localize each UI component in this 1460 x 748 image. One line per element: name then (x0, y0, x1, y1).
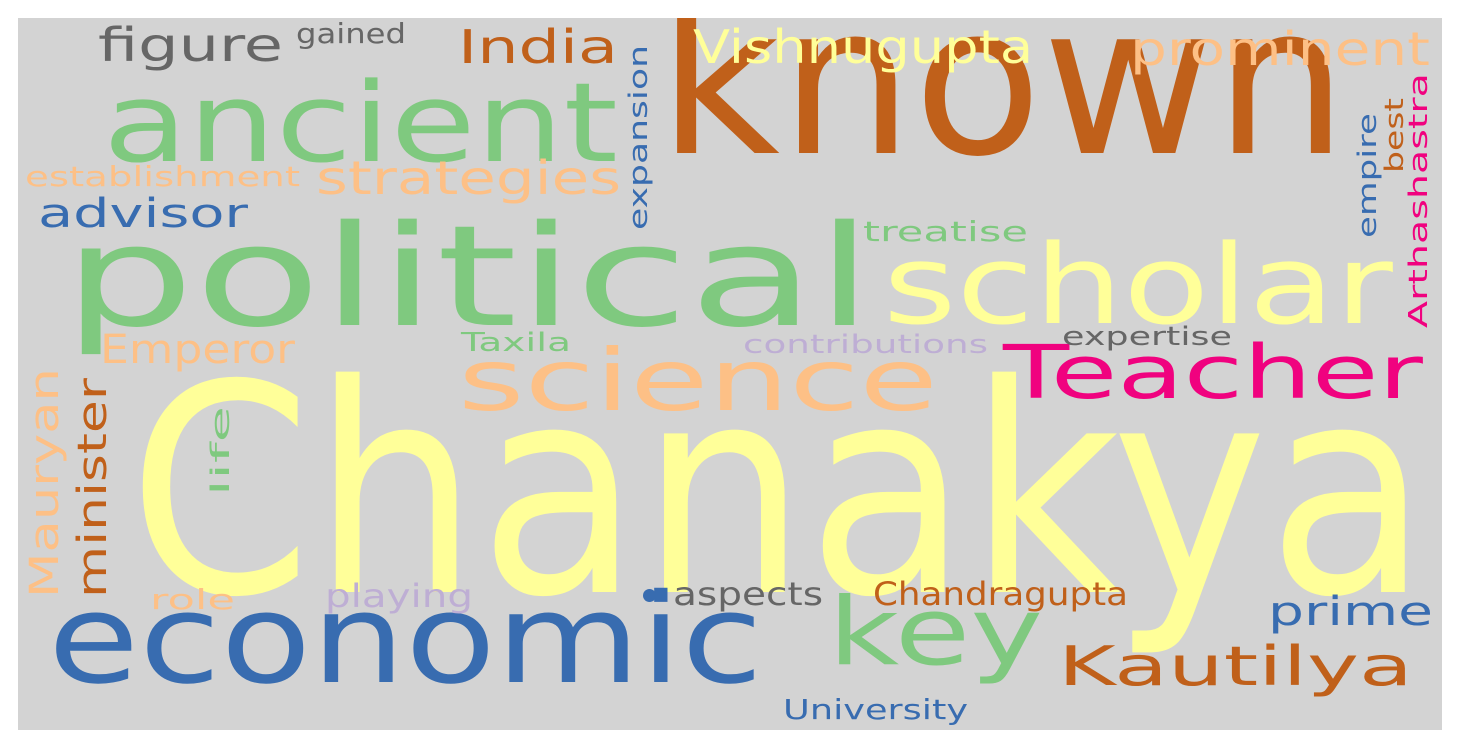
word-teacher: Teacher (1003, 330, 1423, 416)
word-chandragupta: Chandragupta (873, 575, 1128, 613)
word-cloud: Chanakya known political economic ancient sch… (18, 18, 1442, 730)
word-vishnugupta: Vishnugupta (693, 20, 1034, 74)
word-minister: minister (70, 378, 116, 598)
word-emperor: Emperor (100, 327, 295, 373)
word-prominent: prominent (1130, 22, 1430, 76)
word-key: key (828, 578, 1044, 687)
word-chanakya: Chanakya (128, 324, 1429, 661)
word-gained: gained (296, 18, 406, 50)
word-empire: empire (1353, 113, 1383, 238)
word-taxila: Taxila (461, 328, 571, 358)
word-life: life (206, 406, 236, 496)
word-treatise: treatise (863, 215, 1028, 248)
word-ancient: ancient (103, 59, 618, 187)
word-political: political (63, 196, 874, 359)
word-advisor: advisor (38, 191, 249, 237)
word-scholar: scholar (883, 221, 1393, 349)
word-playing: playing (325, 577, 473, 615)
word-role: role (150, 583, 235, 616)
cloud-dot (643, 589, 656, 602)
word-university: University (783, 693, 969, 726)
word-science: science (458, 331, 938, 431)
word-expertise: expertise (1062, 322, 1232, 352)
word-establishment: establishment (25, 160, 301, 193)
word-prime: prime (1268, 589, 1434, 635)
word-strategies: strategies (316, 151, 622, 205)
word-india: India (458, 20, 618, 74)
word-aspects: aspects (673, 575, 824, 613)
word-kautilya: Kautilya (1058, 635, 1413, 698)
word-mauryan: Mauryan (22, 368, 68, 598)
word-expansion: expansion (624, 44, 654, 230)
word-figure: figure (98, 18, 283, 72)
word-arthashastra: Arthashastra (1404, 73, 1434, 328)
word-known: known (658, 18, 1348, 203)
word-contributions: contributions (743, 330, 989, 360)
